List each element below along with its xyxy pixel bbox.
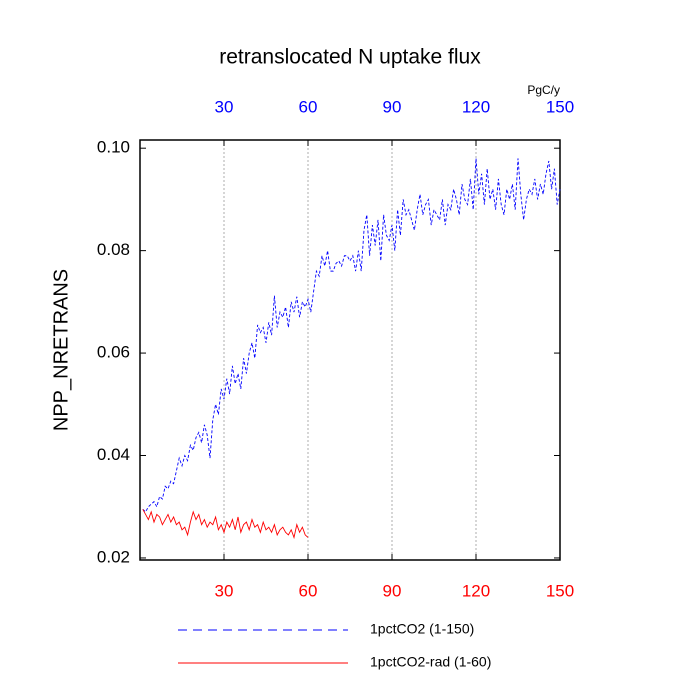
legend-label: 1pctCO2 (1-150)	[370, 621, 474, 637]
x-tick-label: 150	[546, 581, 574, 600]
x-tick-label: 30	[215, 581, 234, 600]
x2-tick-label: 60	[299, 97, 318, 116]
chart-title: retranslocated N uptake flux	[219, 46, 481, 69]
series-line	[142, 158, 561, 513]
plot-frame	[139, 139, 561, 561]
series-line	[142, 509, 309, 540]
x2-tick-label: 120	[462, 97, 490, 116]
x2-tick-label: 150	[546, 97, 574, 116]
legend-label: 1pctCO2-rad (1-60)	[370, 654, 491, 670]
x-tick-label: 120	[462, 581, 490, 600]
x-tick-label: 60	[299, 581, 318, 600]
y-axis-label: NPP_NRETRANS	[50, 269, 72, 431]
x2-tick-label: 90	[383, 97, 402, 116]
x-tick-label: 90	[383, 581, 402, 600]
top-axis-label: PgC/y	[527, 83, 560, 97]
y-tick-label: 0.06	[97, 343, 130, 362]
y-tick-label: 0.02	[97, 547, 130, 566]
y-tick-label: 0.10	[97, 138, 130, 157]
x2-tick-label: 30	[215, 97, 234, 116]
y-tick-label: 0.08	[97, 240, 130, 259]
y-tick-label: 0.04	[97, 445, 130, 464]
